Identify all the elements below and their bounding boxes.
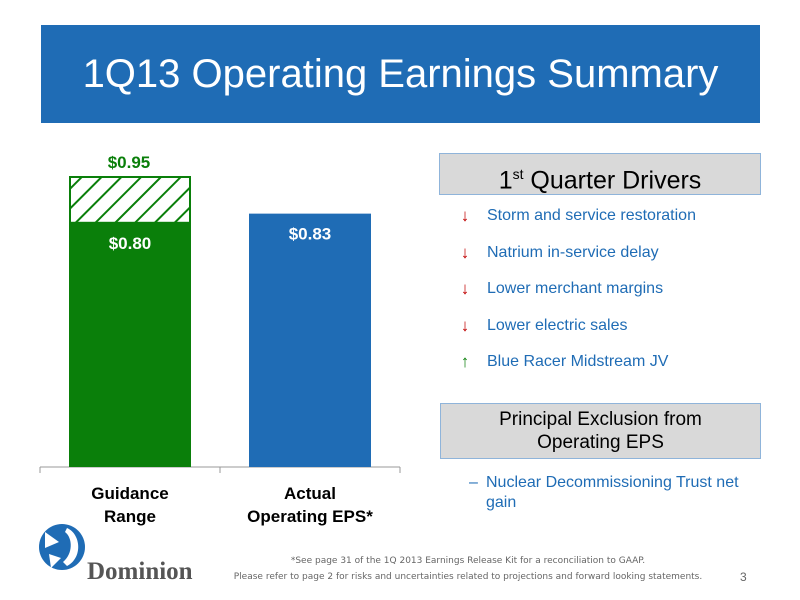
x-label-guidance-line2: Range xyxy=(104,507,156,526)
driver-label: Lower electric sales xyxy=(487,317,628,334)
guidance-high-label: $0.95 xyxy=(108,153,151,172)
driver-label: Blue Racer Midstream JV xyxy=(487,353,669,370)
drivers-heading-suffix: st xyxy=(512,166,524,182)
down-arrow-icon: ↓ xyxy=(460,279,470,298)
driver-label: Storm and service restoration xyxy=(487,207,696,224)
driver-label: Natrium in-service delay xyxy=(487,244,659,261)
drivers-heading-text: Quarter Drivers xyxy=(523,166,702,195)
driver-label: Lower merchant margins xyxy=(487,280,664,297)
dominion-emblem-icon xyxy=(39,524,85,570)
guidance-bar-base xyxy=(69,222,191,467)
dash-bullet: – xyxy=(469,474,478,491)
drivers-heading-number: 1 xyxy=(498,166,513,195)
down-arrow-icon: ↓ xyxy=(460,206,470,225)
exclusion-item-label: Nuclear Decommissioning Trust net gain xyxy=(486,474,739,511)
exclusion-heading-line2: Operating EPS xyxy=(537,432,664,453)
drivers-heading-box: 1st Quarter Drivers xyxy=(439,153,761,195)
x-label-actual-line1: Actual xyxy=(284,484,336,503)
up-arrow-icon: ↑ xyxy=(460,352,470,371)
down-arrow-icon: ↓ xyxy=(460,243,470,262)
dominion-logo: Dominion xyxy=(39,524,193,582)
actual-eps-bar xyxy=(249,213,371,467)
exclusion-heading-box: Principal Exclusion from Operating EPS xyxy=(440,403,761,459)
logo-wordmark: Dominion xyxy=(87,558,193,582)
title-banner: 1Q13 Operating Earnings Summary xyxy=(41,25,760,123)
guidance-low-label: $0.80 xyxy=(109,234,152,253)
down-arrow-icon: ↓ xyxy=(460,316,470,335)
footnote-risks: Please refer to page 2 for risks and unc… xyxy=(233,572,703,582)
actual-value-label: $0.83 xyxy=(289,225,332,244)
exclusion-heading-line1: Principal Exclusion from xyxy=(499,409,702,430)
x-label-actual-line2: Operating EPS* xyxy=(247,507,373,526)
x-label-guidance-line1: Guidance xyxy=(91,484,168,503)
footnote-gaap: *See page 31 of the 1Q 2013 Earnings Rel… xyxy=(290,556,646,566)
guidance-range-hatched xyxy=(69,176,191,224)
page-number: 3 xyxy=(740,570,747,584)
page-title: 1Q13 Operating Earnings Summary xyxy=(82,52,719,96)
